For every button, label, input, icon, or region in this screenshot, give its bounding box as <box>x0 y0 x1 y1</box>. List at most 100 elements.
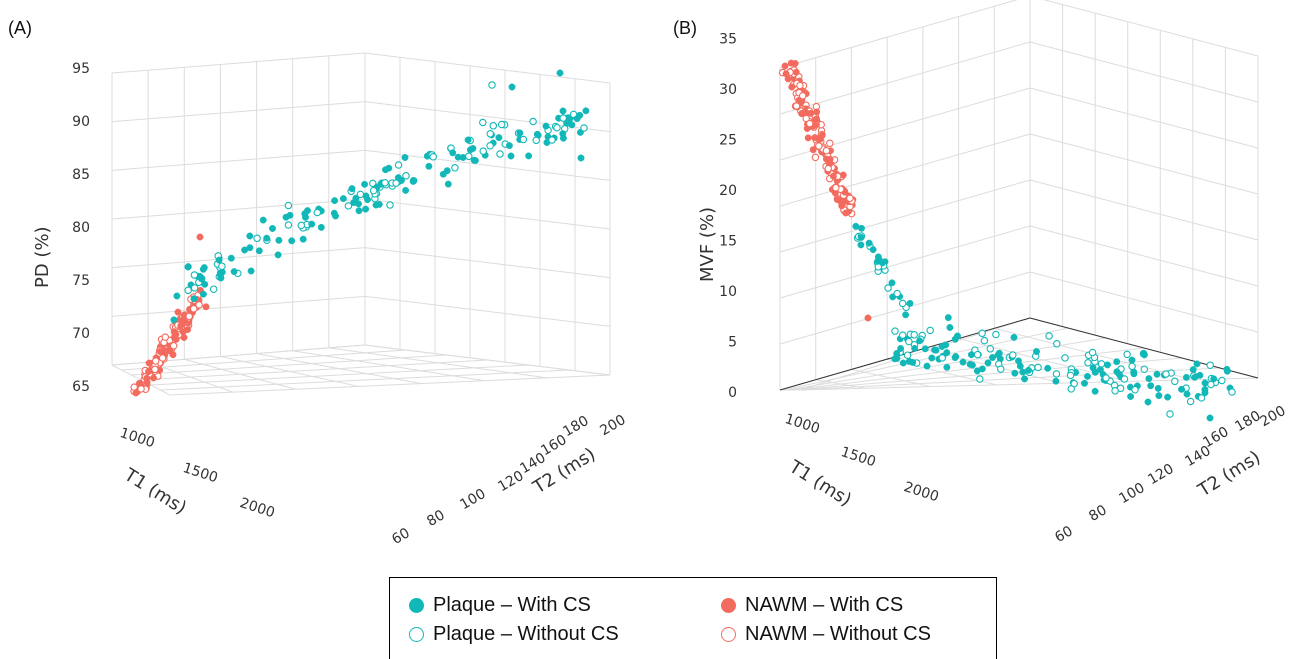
plaque-without-cs-point <box>986 345 995 353</box>
wall-gridline <box>1029 271 1259 333</box>
plaque-with-cs-point <box>255 247 263 255</box>
plaque-with-cs-point <box>217 274 225 282</box>
plaque-with-cs-point <box>857 241 865 249</box>
nawm-without-cs-point <box>824 164 833 173</box>
plaque-with-cs-point <box>984 359 992 367</box>
plaque-with-cs-point <box>869 246 877 254</box>
legend-label: Plaque – Without CS <box>433 623 619 645</box>
plaque-without-cs-point <box>381 179 389 187</box>
nawm-without-cs-point <box>792 102 801 110</box>
plaque-without-cs-point <box>190 271 199 279</box>
wall-gridline <box>364 295 611 327</box>
plaque-with-cs-point <box>1084 372 1091 380</box>
plaque-without-cs-point <box>1009 351 1017 359</box>
x-tick-label: 1000 <box>783 411 822 437</box>
plaque-without-cs-point <box>905 337 913 346</box>
nawm-with-cs-point <box>838 202 846 210</box>
nawm-with-cs-point <box>813 115 821 123</box>
plaque-without-cs-point <box>496 150 504 158</box>
z-tick-label: 75 <box>72 273 90 289</box>
plaque-without-cs-point <box>1166 410 1174 418</box>
plaque-with-cs-point <box>425 162 433 170</box>
plaque-without-cs-point <box>553 123 561 132</box>
plaque-without-cs-point <box>479 147 487 155</box>
plaque-with-cs-point <box>444 180 452 188</box>
plaque-with-cs-point <box>1113 368 1121 376</box>
panel-a: (A) 65 70 75 80 85 90 95 1000 1500 2000 60 80 100 1… <box>8 18 629 548</box>
plaque-with-cs-point <box>938 343 946 350</box>
plaque-without-cs-point <box>893 289 901 298</box>
floor-gridline <box>150 364 529 386</box>
nawm-with-cs-point <box>804 134 812 142</box>
plaque-without-cs-point <box>497 120 506 129</box>
legend-label: NAWM – With CS <box>745 594 904 616</box>
plaque-with-cs-point <box>1016 362 1024 370</box>
plaque-with-cs-point <box>928 354 936 362</box>
plaque-with-cs-point <box>923 362 931 370</box>
plaque-without-cs-point <box>184 286 192 295</box>
plaque-without-cs-point <box>394 161 403 169</box>
plaque-with-cs-point <box>449 149 457 157</box>
plaque-without-cs-point <box>529 117 537 126</box>
z-tick-label: 10 <box>719 284 737 300</box>
plaque-with-cs-point <box>1153 370 1161 378</box>
plaque-without-cs-point <box>253 234 261 243</box>
floor-axis-line <box>1029 317 1259 379</box>
open-circle-icon <box>409 627 424 642</box>
y-tick-label: 160 <box>1200 424 1231 451</box>
plaque-with-cs-point <box>382 166 389 174</box>
plaque-without-cs-point <box>218 262 226 270</box>
plaque-with-cs-point <box>330 209 338 217</box>
plaque-with-cs-point <box>1128 356 1136 364</box>
plaque-without-cs-point <box>1066 371 1075 380</box>
plaque-without-cs-point <box>1067 385 1075 393</box>
plaque-with-cs-point <box>857 233 865 241</box>
plaque-with-cs-point <box>364 196 371 204</box>
z-tick-label: 80 <box>72 220 90 236</box>
plaque-with-cs-point <box>331 197 339 205</box>
plaque-without-cs-point <box>486 130 495 138</box>
nawm-with-cs-point <box>169 351 177 359</box>
plaque-without-cs-point <box>997 365 1005 373</box>
plaque-without-cs-point <box>1061 354 1069 362</box>
y-tick-label: 120 <box>1145 461 1176 488</box>
plaque-with-cs-point <box>1127 393 1135 400</box>
wall-gridline <box>1029 87 1259 149</box>
plaque-with-cs-point <box>1052 377 1060 385</box>
plaque-with-cs-point <box>516 129 524 137</box>
plaque-with-cs-point <box>1193 360 1201 368</box>
plaque-with-cs-point <box>362 205 370 213</box>
wall-gridline <box>111 247 366 269</box>
nawm-with-cs-point <box>172 331 180 338</box>
plaque-with-cs-point <box>505 142 513 150</box>
legend-item-plaque-without-cs: Plaque – Without CS <box>409 623 619 646</box>
nawm-without-cs-point <box>195 301 203 309</box>
nawm-without-cs-point <box>185 312 193 321</box>
plaque-with-cs-point <box>852 222 860 230</box>
x-tick-label: 1500 <box>839 444 878 470</box>
plaque-with-cs-point <box>1089 364 1097 372</box>
plaque-with-cs-point <box>577 154 585 162</box>
plaque-without-cs-point <box>1186 397 1195 406</box>
panel-b-label: (B) <box>673 18 697 38</box>
plaque-without-cs-point <box>1045 332 1053 340</box>
plaque-with-cs-point <box>559 130 567 138</box>
nawm-with-cs-point <box>864 314 872 322</box>
nawm-without-cs-point <box>161 333 170 341</box>
plaque-with-cs-point <box>1104 361 1111 369</box>
plaque-without-cs-point <box>489 122 498 130</box>
plaque-with-cs-point <box>893 350 901 357</box>
plaque-with-cs-point <box>906 299 914 307</box>
wall-gridline <box>779 225 1031 299</box>
plaque-with-cs-point <box>471 157 479 164</box>
y-tick-label: 200 <box>597 412 628 439</box>
plaque-with-cs-point <box>439 170 447 178</box>
plaque-with-cs-point <box>1223 367 1231 375</box>
plaque-without-cs-point <box>488 81 496 89</box>
plaque-without-cs-point <box>486 142 494 150</box>
filled-circle-icon <box>721 598 736 613</box>
floor-gridline <box>121 349 406 371</box>
